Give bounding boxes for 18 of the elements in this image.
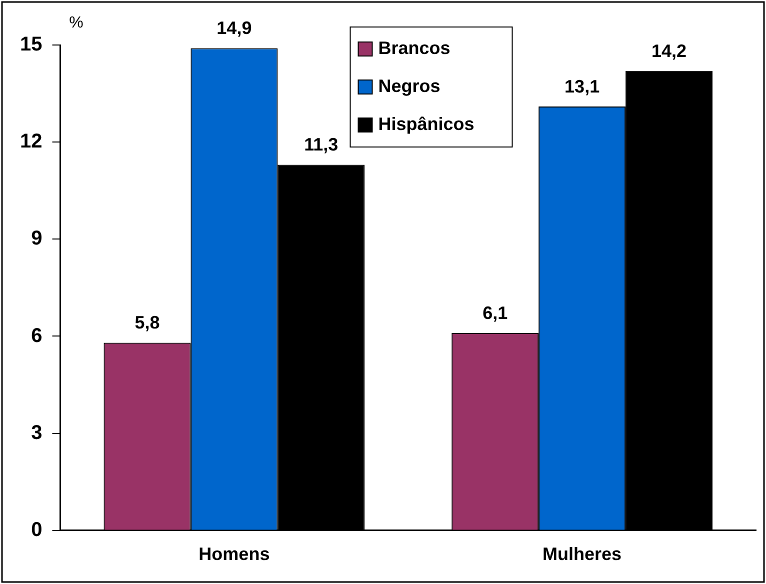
y-axis-title: %	[69, 14, 84, 32]
y-tick-label: 0	[31, 518, 42, 541]
data-label: 5,8	[134, 312, 160, 333]
legend-label: Hispânicos	[378, 114, 474, 134]
y-tick-label: 12	[20, 130, 42, 153]
legend-label: Brancos	[378, 38, 450, 58]
y-tick-label: 15	[20, 34, 42, 56]
legend-label: Negros	[378, 76, 440, 96]
data-label: 6,1	[482, 302, 508, 323]
data-label: 13,1	[564, 76, 600, 96]
data-label: 14,9	[216, 18, 252, 38]
x-tick-label: Homens	[198, 544, 270, 564]
x-tick-label: Mulheres	[542, 544, 622, 564]
data-label: 11,3	[304, 134, 338, 155]
y-tick-label: 6	[31, 324, 42, 347]
data-label: 14,2	[652, 40, 687, 61]
y-tick-label: 9	[31, 228, 42, 250]
y-tick-label: 3	[31, 422, 42, 444]
